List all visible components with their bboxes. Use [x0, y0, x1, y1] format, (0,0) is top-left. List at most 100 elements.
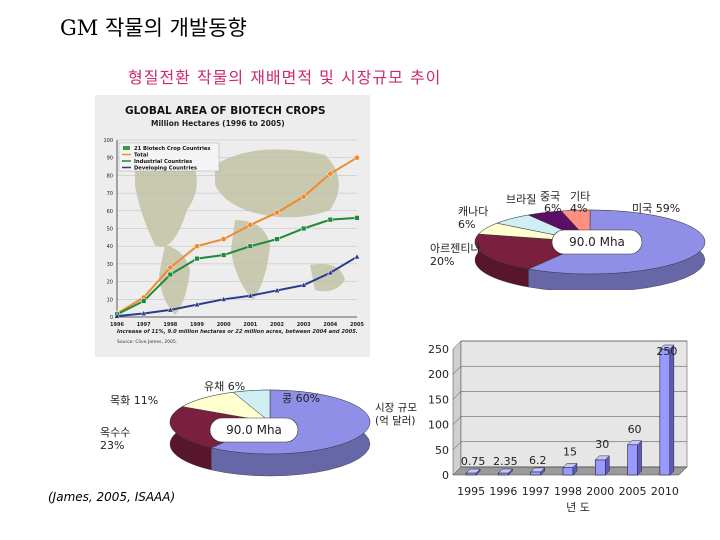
gridline	[452, 340, 687, 350]
pie-slice-label: 콩 60%	[282, 392, 320, 405]
pie-slice-label: 유채 6%	[204, 380, 245, 393]
legend-label: 21 Biotech Crop Countries	[134, 146, 211, 152]
y-tick-label: 20	[107, 280, 113, 286]
gridline	[452, 466, 687, 476]
pie-slice-label: 옥수수	[100, 426, 130, 439]
pie-slice-label: 미국 59%	[632, 202, 680, 215]
slide-subtitle: 형질전환 작물의 재배면적 및 시장규모 추이	[128, 68, 442, 87]
bar-value-label: 2.35	[493, 455, 518, 468]
center-label: 90.0 Mha	[569, 235, 625, 249]
y-tick-label: 50	[435, 444, 449, 457]
chart-subtitle: Million Hectares (1996 to 2005)	[151, 119, 285, 128]
y-tick-label: 60	[107, 209, 113, 215]
gridline	[452, 365, 687, 375]
y-tick-label: 30	[107, 262, 113, 268]
data-point	[194, 255, 200, 262]
data-point	[327, 170, 334, 177]
bar	[530, 471, 542, 476]
bar-value-label: 15	[563, 445, 577, 458]
x-tick-label: 1996	[489, 485, 517, 498]
market-size-bar-chart: 0 50 100 150 200 250 시장 규모(억 달러) 0.75 1995 2.35 19…	[375, 340, 688, 514]
bar	[627, 444, 638, 476]
data-point	[247, 292, 254, 299]
data-point	[221, 252, 227, 258]
side-wall	[452, 340, 462, 476]
data-point	[193, 301, 201, 308]
x-tick-label: 2000	[586, 485, 614, 498]
y-tick-label: 40	[107, 244, 113, 250]
pie-slice-label: 6%	[458, 218, 475, 231]
center-label-badge	[209, 417, 299, 443]
pie-slice-label: 23%	[100, 439, 124, 452]
citation: (James, 2005, ISAAA)	[48, 490, 176, 504]
data-point	[327, 217, 333, 223]
bar	[659, 348, 671, 476]
back-wall	[460, 340, 688, 468]
y-tick-label: 0	[110, 315, 113, 321]
gridline	[452, 391, 687, 400]
x-tick-label: 1998	[163, 322, 177, 328]
pie-slice	[232, 389, 271, 423]
chart-background	[95, 95, 370, 357]
y-tick-label: 100	[428, 419, 449, 432]
bar-value-label: 30	[595, 438, 609, 451]
x-tick-label: 2005	[619, 485, 647, 498]
pie-slice-label: 20%	[430, 255, 454, 268]
data-point	[247, 243, 253, 249]
bar-top	[465, 468, 481, 474]
bar-top	[594, 455, 610, 461]
gridline	[452, 416, 687, 425]
bar-value-label: 250	[656, 345, 677, 358]
series-line	[116, 255, 358, 318]
legend-label: Developing Countries	[134, 166, 197, 172]
data-point	[353, 253, 361, 260]
x-tick-label: 2003	[297, 322, 311, 328]
pie-slice-percent: 6%	[544, 202, 561, 215]
y-tick-label: 70	[107, 191, 113, 197]
pie-slice-percent: 4%	[570, 202, 587, 215]
legend-swatch	[123, 146, 130, 150]
data-point	[274, 236, 280, 242]
bar	[498, 472, 509, 476]
x-tick-label: 1997	[137, 322, 151, 328]
y-tick-label: 10	[107, 297, 113, 303]
bar-top	[659, 344, 675, 350]
data-point	[327, 269, 334, 276]
y-axis-label: 시장 규모	[375, 402, 417, 414]
x-tick-label: 2005	[350, 322, 364, 328]
data-point	[354, 154, 360, 161]
pie-slice-label: 목화 11%	[110, 394, 158, 407]
x-tick-label: 2000	[217, 322, 231, 328]
y-tick-label: 90	[107, 156, 113, 162]
series-line	[116, 216, 358, 316]
y-tick-label: 50	[107, 227, 113, 233]
bar-top	[530, 467, 546, 473]
data-point	[274, 209, 280, 216]
x-tick-label: 2010	[651, 485, 679, 498]
pie-slice	[181, 391, 271, 423]
bar-side	[669, 344, 675, 476]
data-point	[301, 225, 307, 232]
x-tick-label: 1999	[190, 322, 204, 328]
series-line	[116, 156, 358, 315]
chart-title: GLOBAL AREA OF BIOTECH CROPS	[125, 105, 326, 117]
data-point	[247, 222, 254, 228]
data-point	[167, 264, 174, 271]
y-tick-label: 250	[428, 343, 449, 356]
data-point	[167, 271, 173, 278]
bar	[465, 472, 477, 476]
bar-top	[626, 440, 643, 446]
y-axis-label: (억 달러)	[375, 415, 416, 427]
data-point	[220, 236, 227, 242]
bar	[562, 467, 574, 476]
y-tick-label: 0	[442, 469, 449, 482]
bar	[594, 459, 606, 476]
data-point	[300, 281, 307, 288]
bar-value-label: 60	[628, 423, 642, 436]
data-point	[113, 312, 121, 319]
bar-top	[497, 468, 514, 474]
pie-slice-label: 아르젠티나	[430, 242, 481, 255]
bar-side	[637, 440, 642, 476]
data-point	[141, 298, 147, 304]
